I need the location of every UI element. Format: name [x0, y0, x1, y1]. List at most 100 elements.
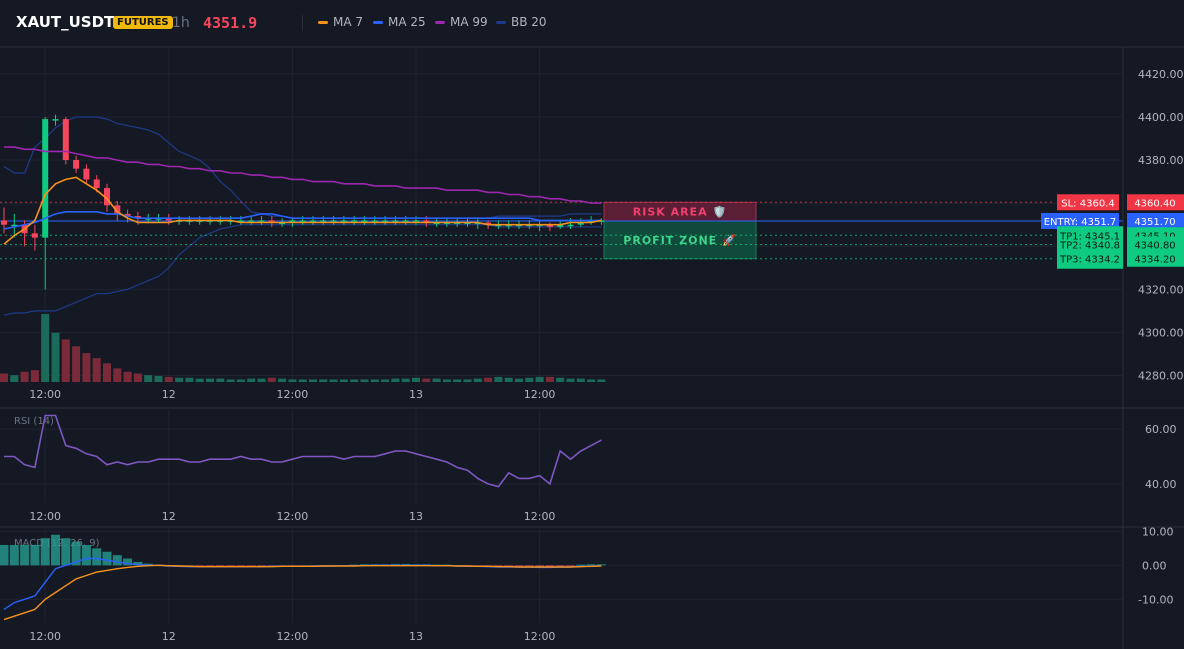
candle-body — [577, 222, 584, 225]
candle-body — [124, 213, 131, 217]
candle-body — [237, 220, 244, 222]
volume-bar — [556, 377, 565, 382]
trade-zones: RISK AREA 🛡️ PROFIT ZONE 🚀 — [603, 201, 757, 260]
candle-body — [557, 224, 564, 227]
last-price: 4351.9 — [203, 14, 258, 32]
candle-body — [320, 220, 327, 222]
time-tick-label: 12 — [162, 510, 176, 523]
legend-ma25[interactable]: MA 25 — [373, 15, 426, 29]
time-tick-label: 12:00 — [29, 388, 61, 401]
volume-bar — [432, 378, 441, 382]
macd-histogram-bar — [566, 565, 575, 567]
macd-histogram-bar — [123, 558, 133, 566]
candle-body — [567, 224, 574, 227]
volume-bar — [175, 377, 184, 382]
volume-bar — [154, 376, 163, 382]
volume-bar — [463, 379, 472, 382]
legend-ma7[interactable]: MA 7 — [318, 15, 363, 29]
volume-bar — [92, 358, 101, 382]
volume-bar — [123, 371, 132, 382]
macd-histogram-bar — [61, 538, 71, 566]
macd-histogram-bar — [493, 565, 503, 567]
legend-ma99[interactable]: MA 99 — [435, 15, 488, 29]
volume-bar — [20, 371, 29, 382]
candle-body — [11, 224, 18, 227]
macd-histogram-bar — [576, 564, 586, 566]
macd-histogram-bar — [545, 565, 555, 568]
volume-bar — [41, 314, 50, 382]
volume-bar — [504, 377, 513, 382]
moving-averages — [3, 146, 602, 245]
time-tick-label: 13 — [409, 630, 423, 643]
candle-body — [62, 119, 69, 161]
signal-line — [3, 564, 602, 621]
volume-bar — [10, 375, 19, 382]
macd-histogram-bar — [102, 551, 112, 566]
tp-tag: TP3: 4334.2 — [1059, 255, 1120, 266]
volume-bar — [298, 379, 307, 382]
volume-bar — [484, 377, 493, 382]
tp-axis-label: 4340.80 — [1134, 241, 1175, 252]
volume-bar — [566, 378, 575, 382]
sl-axis-box — [1127, 194, 1184, 211]
ma25-line — [3, 211, 602, 230]
volume-bar — [381, 379, 390, 382]
volume-bar — [576, 378, 585, 382]
grid-lines — [0, 48, 1123, 623]
rsi-line — [4, 414, 602, 488]
level-tags: SL: 4360.4 4360.40 ENTRY: 4351.7 4351.70 434… — [1041, 194, 1184, 269]
candle-body — [134, 216, 141, 219]
volume-bar — [515, 378, 523, 382]
macd-histogram-bar — [30, 544, 40, 566]
macd-histogram-bar — [9, 544, 19, 566]
macd-histogram-bar — [92, 548, 102, 566]
volume-bar — [267, 377, 276, 382]
volume-bar — [391, 378, 400, 382]
ma99-line — [4, 146, 602, 204]
candle-body — [413, 220, 419, 222]
volume-bar — [185, 377, 194, 382]
macd-histogram-bar — [586, 564, 596, 566]
volume-bar — [164, 376, 173, 382]
symbol-title[interactable]: XAUT_USDT — [16, 13, 115, 31]
candle-body — [392, 220, 399, 222]
volume-bar — [319, 379, 328, 382]
volume-bar — [82, 353, 91, 382]
rsi-title: RSI (14) — [14, 416, 54, 427]
volume-bar — [0, 373, 8, 382]
candle-body — [268, 220, 275, 223]
volume-bar — [288, 379, 297, 382]
sl-tag: SL: 4360.4 — [1061, 198, 1114, 209]
legend-bb20[interactable]: BB 20 — [496, 15, 547, 29]
ma7-line — [3, 176, 602, 245]
candle-body — [93, 179, 100, 189]
candle-body — [485, 222, 492, 225]
macd-histogram-bar — [360, 564, 369, 566]
risk-area-label: RISK AREA 🛡️ — [633, 206, 727, 219]
time-tick-label: 12 — [162, 630, 176, 643]
macd-histogram-bar — [596, 564, 606, 566]
price-tick-label: 4420.00 — [1138, 68, 1184, 81]
volume-bar — [216, 378, 225, 382]
macd-histogram-bar — [81, 544, 91, 566]
time-tick-label: 12:00 — [29, 510, 61, 523]
candle-body — [52, 119, 59, 121]
tp-axis-box — [1127, 250, 1184, 267]
volume-bar — [494, 376, 503, 382]
macd-tick-label: -10.00 — [1138, 593, 1173, 606]
price-tick-label: 4300.00 — [1138, 326, 1184, 339]
rsi-panel: RSI (14) — [4, 414, 602, 488]
timeframe-label[interactable]: 1h — [172, 15, 190, 31]
price-tick-label: 4280.00 — [1138, 370, 1184, 383]
macd-panel: MACD (12, 26, 9) — [0, 534, 606, 621]
candle-body — [165, 218, 172, 221]
macd-histogram-bar — [143, 563, 153, 566]
volume-bar — [30, 370, 39, 382]
chart-background — [0, 46, 1184, 649]
macd-histogram-bar — [20, 544, 30, 566]
macd-histogram-bar — [524, 565, 534, 567]
volume-bar — [195, 378, 204, 382]
time-tick-label: 12:00 — [277, 630, 309, 643]
candle-body — [31, 233, 38, 238]
